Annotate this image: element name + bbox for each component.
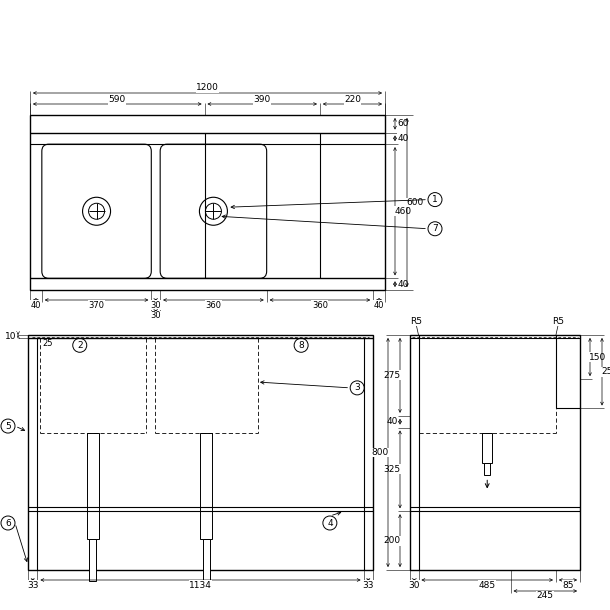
- Text: 245: 245: [537, 592, 554, 600]
- Text: 1200: 1200: [196, 84, 219, 93]
- Bar: [203, 539, 210, 581]
- Text: 40: 40: [397, 134, 409, 143]
- Text: 60: 60: [397, 119, 409, 128]
- Text: 485: 485: [479, 581, 496, 589]
- Text: 370: 370: [88, 301, 104, 309]
- Text: 40: 40: [374, 301, 384, 309]
- Text: 275: 275: [384, 371, 401, 380]
- Text: 250: 250: [601, 367, 610, 376]
- Text: 600: 600: [406, 198, 423, 207]
- Text: 85: 85: [562, 581, 574, 589]
- Text: 33: 33: [362, 581, 374, 589]
- Text: 150: 150: [589, 353, 606, 362]
- Text: 5: 5: [5, 422, 11, 431]
- Text: 7: 7: [432, 224, 438, 233]
- Text: 8: 8: [298, 341, 304, 350]
- Bar: [483, 434, 492, 464]
- Text: 325: 325: [384, 465, 401, 474]
- Text: 2: 2: [77, 341, 82, 350]
- Text: 390: 390: [254, 96, 271, 104]
- Text: 40: 40: [386, 417, 398, 426]
- Text: 460: 460: [395, 207, 412, 216]
- Text: 3: 3: [354, 383, 360, 392]
- Text: 360: 360: [206, 301, 221, 309]
- Bar: [30, 115, 385, 290]
- Text: R5: R5: [552, 317, 564, 326]
- Text: 25: 25: [43, 339, 53, 348]
- Text: 200: 200: [384, 536, 401, 545]
- Text: 30: 30: [409, 581, 420, 589]
- Bar: [484, 464, 490, 475]
- Text: 40: 40: [397, 279, 409, 289]
- Text: 40: 40: [30, 301, 41, 309]
- Text: R5: R5: [411, 317, 423, 326]
- Bar: [89, 539, 96, 581]
- Text: 10: 10: [5, 332, 16, 341]
- Text: 220: 220: [344, 96, 361, 104]
- Text: 360: 360: [312, 301, 328, 309]
- Text: 800: 800: [371, 448, 389, 457]
- Bar: [410, 335, 580, 570]
- Bar: [87, 434, 99, 539]
- Text: 33: 33: [27, 581, 38, 589]
- Bar: [200, 434, 212, 539]
- Bar: [28, 335, 373, 570]
- Text: 30: 30: [151, 312, 161, 320]
- Text: 30: 30: [151, 301, 161, 309]
- Text: 6: 6: [5, 518, 11, 528]
- Text: 4: 4: [327, 518, 332, 528]
- Text: 1134: 1134: [189, 581, 212, 589]
- Text: 1: 1: [432, 195, 438, 204]
- Text: 590: 590: [109, 96, 126, 104]
